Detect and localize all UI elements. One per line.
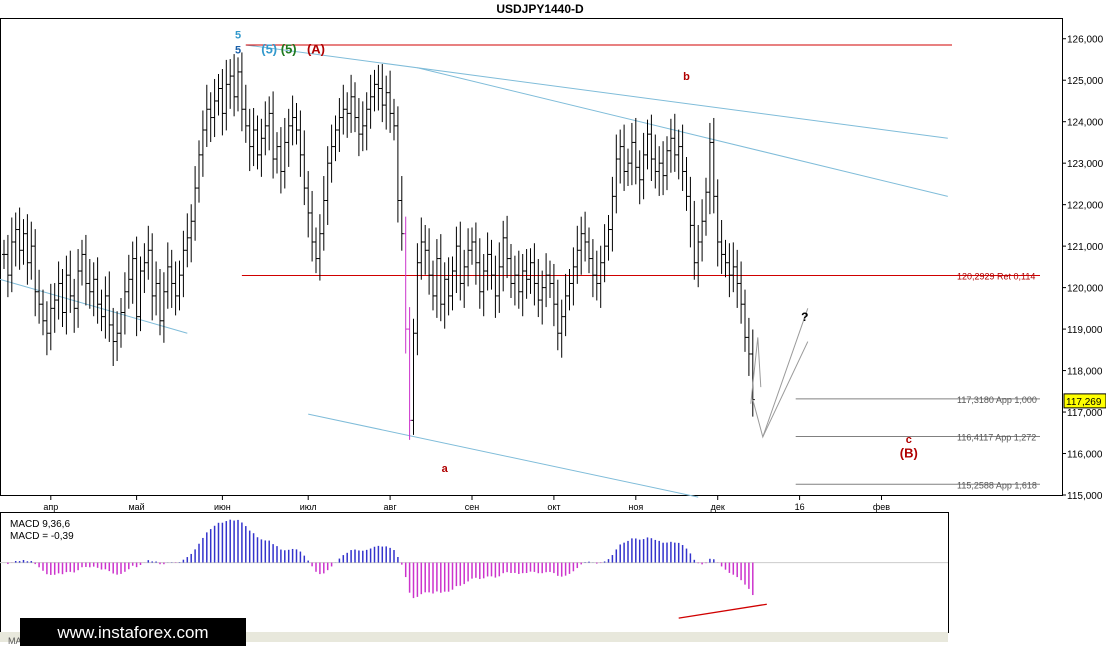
wave-label: c	[906, 434, 912, 446]
macd-value: MACD = -0,39	[10, 531, 74, 542]
x-tick-label: июл	[300, 502, 317, 512]
price-layer: 120,2929 Ret 0,114 117,3180 App 1,000 116,…	[0, 44, 1040, 498]
macd-title: MACD 9,36,6	[10, 519, 70, 530]
projection-path	[750, 337, 762, 404]
wave-label: (5)	[261, 41, 277, 56]
y-tick-label: 124,000	[1067, 118, 1104, 129]
x-tick-label: окт	[547, 502, 560, 512]
wave-label: ?	[801, 310, 808, 324]
y-tick-label: 118,000	[1067, 367, 1103, 378]
wave-label: b	[683, 71, 690, 83]
y-tick-label: 125,000	[1067, 76, 1104, 87]
macd-layer	[0, 519, 948, 619]
y-tick-label: 122,000	[1067, 201, 1104, 212]
y-tick-label: 126,000	[1067, 35, 1104, 46]
wave-label: (5)	[281, 41, 297, 56]
y-tick-label: 120,000	[1067, 284, 1104, 295]
wave-label: 5	[235, 44, 241, 56]
level-label: 116,4117 App 1,272	[957, 432, 1036, 442]
y-tick-label: 115,000	[1067, 491, 1103, 502]
x-tick-label: фев	[873, 502, 890, 512]
axis-layer: 126,000 125,000 124,000 123,000 122,000 121,0…	[43, 35, 1106, 512]
wave-labels: 5 5 (5) (5) (A) (B)c b a?	[235, 30, 918, 475]
wave-label: (A)	[307, 41, 325, 56]
x-tick-label: апр	[43, 502, 58, 512]
current-price-box	[1063, 393, 1106, 409]
y-tick-label: 123,000	[1067, 159, 1104, 170]
projection-path	[762, 341, 809, 438]
chart-title: USDJPY1440-D	[496, 2, 584, 16]
current-price-label: 117,269	[1066, 397, 1102, 408]
level-label: 115,2588 App 1,618	[957, 480, 1037, 490]
watermark-box	[20, 618, 246, 646]
y-tick-label: 116,000	[1067, 450, 1103, 461]
watermark-text: www.instaforex.com	[56, 623, 208, 642]
x-tick-label: июн	[214, 502, 231, 512]
wave-label: 5	[235, 30, 241, 42]
level-label: 120,2929 Ret 0,114	[957, 271, 1035, 281]
channel-line	[308, 413, 699, 498]
x-tick-label: сен	[465, 502, 480, 512]
channel-line	[245, 44, 948, 139]
y-tick-label: 117,000	[1067, 408, 1103, 419]
y-tick-label: 119,000	[1067, 325, 1103, 336]
y-tick-label: 121,000	[1067, 242, 1104, 253]
wave-label: a	[442, 463, 449, 475]
wave-label: (B)	[900, 446, 918, 461]
x-tick-label: ноя	[628, 502, 643, 512]
x-tick-label: май	[128, 502, 144, 512]
x-tick-label: 16	[795, 502, 805, 512]
x-tick-label: авг	[384, 502, 398, 512]
macd-trend-line	[678, 603, 767, 619]
level-label: 117,3180 App 1,000	[957, 395, 1037, 405]
x-tick-label: дек	[711, 502, 725, 512]
macd-value-label: MACD = -0,39	[10, 531, 74, 542]
